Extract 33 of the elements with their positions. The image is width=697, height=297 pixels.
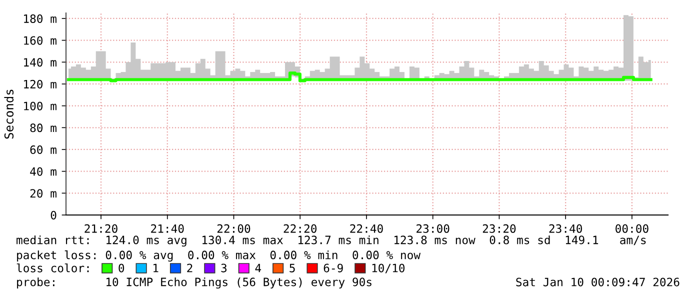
y-axis-title: Seconds <box>4 90 14 139</box>
legend-label: 10/10 <box>372 264 405 274</box>
x-tick-label: 21:40 <box>151 224 184 233</box>
legend-title: loss color: <box>16 263 89 272</box>
y-tick-label: 80 m <box>30 124 56 132</box>
y-tick-label: 0 <box>50 210 56 220</box>
legend-label: 6-9 <box>324 264 343 272</box>
legend-label: 4 <box>255 264 262 272</box>
x-tick-label: 23:20 <box>482 224 516 233</box>
x-tick-label: 21:20 <box>84 224 118 233</box>
x-tick-label: 23:40 <box>549 224 582 233</box>
legend-label: 1 <box>154 264 158 272</box>
x-tick-label: 23:00 <box>416 224 450 233</box>
text: packet loss: 0.00 % avg 0.00 % max 0.00 % min 0.00 % now <box>17 250 421 262</box>
legend-label: 5 <box>290 264 295 272</box>
x-tick-label: 22:40 <box>350 224 383 233</box>
text: median rtt: 124.0 ms avg 130.4 ms max 123.7 ms min 123.8 ms now 0.8 ms sd 149.1 am/s <box>16 235 646 247</box>
legend-label: 0 <box>118 264 124 272</box>
y-tick-label: 180 m <box>24 14 56 23</box>
y-tick-label: 140 m <box>24 58 56 67</box>
y-tick-label: 160 m <box>24 36 56 45</box>
y-tick-label: 120 m <box>24 80 56 88</box>
y-tick-label: 40 m <box>30 167 56 176</box>
x-tick-label: 22:00 <box>217 224 250 233</box>
y-tick-label: 100 m <box>24 102 56 110</box>
text: Sat Jan 10 00:09:47 2026 <box>516 278 680 286</box>
legend-label: 2 <box>187 264 192 272</box>
legend-label: 3 <box>221 264 227 272</box>
y-tick-label: 20 m <box>30 189 56 198</box>
x-tick-label: 00:00 <box>616 224 648 233</box>
y-tick-label: 60 m <box>30 145 56 154</box>
text: probe: 10 ICMP Echo Pings (56 Bytes) every 90s <box>17 277 372 289</box>
x-tick-label: 22:20 <box>284 224 317 233</box>
